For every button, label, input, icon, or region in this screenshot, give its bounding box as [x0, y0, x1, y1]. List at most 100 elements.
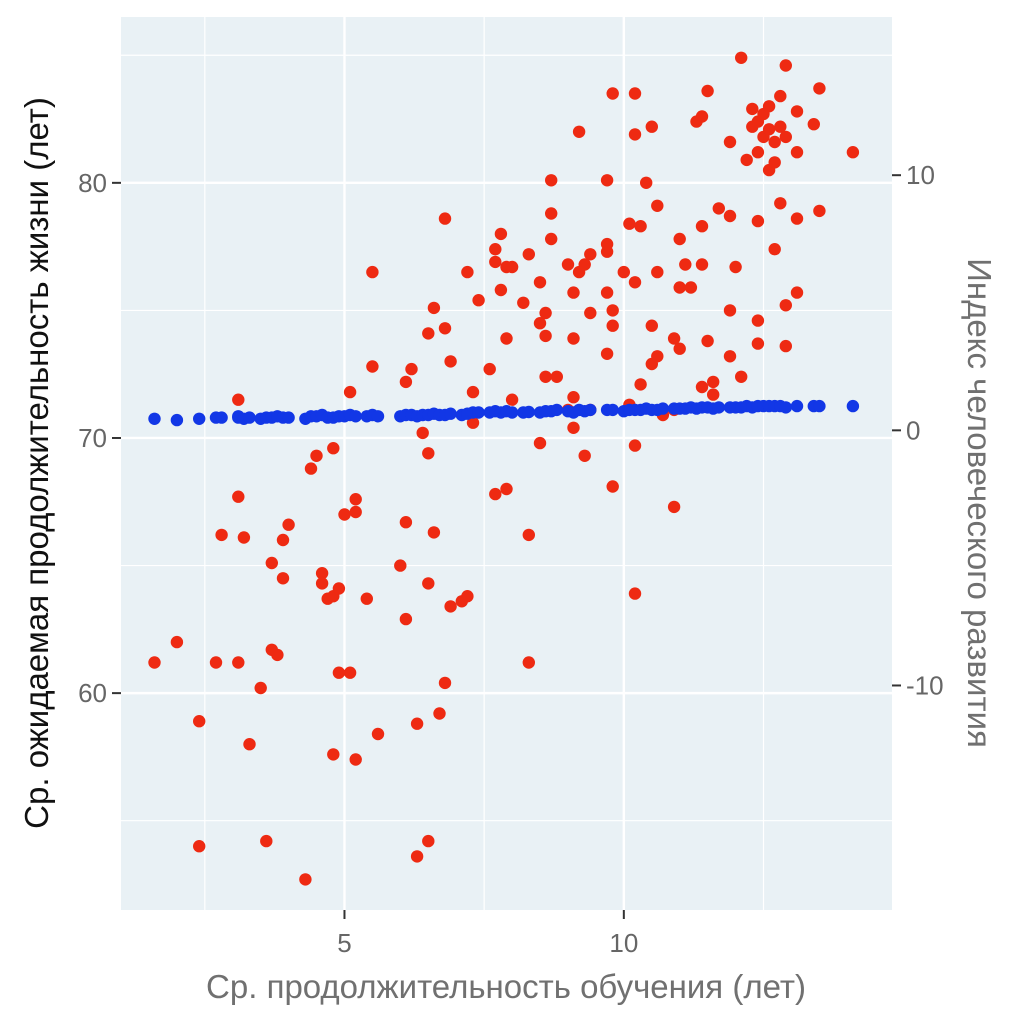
life-expectancy-point [193, 715, 206, 728]
hdi-point [813, 399, 826, 413]
life-expectancy-point [315, 577, 329, 590]
life-expectancy-point [265, 556, 278, 570]
life-expectancy-point [232, 490, 245, 503]
life-expectancy-point [282, 518, 295, 531]
life-expectancy-point [790, 146, 804, 159]
life-expectancy-point [209, 656, 223, 669]
hdi-point [243, 411, 256, 424]
hdi-point [790, 399, 804, 413]
life-expectancy-point [315, 567, 329, 580]
life-expectancy-point [729, 260, 742, 274]
life-expectancy-point [260, 834, 273, 848]
life-expectancy-point [215, 528, 228, 542]
hdi-point [349, 410, 362, 423]
life-expectancy-point [494, 283, 508, 297]
life-expectancy-point [567, 332, 580, 345]
life-expectancy-point [533, 276, 547, 289]
life-expectancy-point [494, 227, 508, 241]
life-expectancy-point [349, 753, 362, 766]
y-tick-label: 70 [78, 423, 107, 453]
life-expectancy-point [628, 128, 642, 141]
life-expectancy-point [628, 587, 642, 600]
life-expectancy-point [567, 391, 580, 404]
hdi-points [148, 399, 860, 427]
life-expectancy-point [310, 449, 323, 462]
life-expectancy-point [427, 301, 441, 315]
life-expectancy-point [695, 380, 709, 394]
life-expectancy-point [701, 334, 714, 348]
life-expectancy-point [779, 59, 792, 72]
life-expectancy-point [751, 214, 765, 228]
life-expectancy-point [438, 676, 452, 690]
life-expectancy-point [645, 319, 658, 332]
life-expectancy-point [399, 375, 413, 389]
life-expectancy-point [522, 248, 535, 261]
hdi-point [846, 399, 860, 413]
life-expectancy-point [628, 276, 642, 289]
life-expectancy-point [444, 600, 457, 613]
life-expectancy-point [779, 130, 792, 144]
life-expectancy-point [461, 265, 474, 279]
life-expectancy-point [701, 84, 714, 98]
life-expectancy-point [366, 360, 379, 373]
life-expectancy-point [422, 834, 435, 848]
life-expectancy-point [679, 258, 692, 271]
life-expectancy-point [707, 388, 720, 401]
life-expectancy-point [338, 508, 351, 521]
life-expectancy-point [651, 199, 664, 212]
life-expectancy-point [193, 840, 206, 853]
life-expectancy-point [572, 125, 586, 138]
life-expectancy-point [299, 873, 312, 886]
life-expectancy-point [533, 317, 547, 330]
life-expectancy-point [567, 286, 580, 299]
life-expectancy-point [695, 110, 709, 123]
life-expectancy-point [539, 370, 552, 383]
life-expectancy-point [422, 327, 435, 340]
life-expectancy-point [651, 350, 664, 363]
life-expectancy-point [416, 426, 429, 440]
x-tick-label: 10 [609, 928, 638, 958]
life-expectancy-point [628, 439, 642, 452]
life-expectancy-point [349, 505, 362, 519]
hdi-point [550, 403, 563, 417]
x-tick-label: 5 [337, 928, 351, 958]
life-expectancy-point [545, 207, 558, 220]
life-expectancy-point [723, 304, 737, 317]
life-expectancy-point [545, 174, 558, 187]
hdi-point [522, 405, 535, 419]
hdi-point [444, 407, 457, 420]
life-expectancy-point [422, 447, 435, 460]
life-expectancy-point [600, 174, 614, 187]
hdi-point [656, 402, 670, 415]
life-expectancy-point [232, 656, 245, 669]
life-expectancy-point [539, 306, 552, 320]
life-expectancy-point [673, 232, 686, 246]
hdi-point [606, 403, 619, 417]
life-expectancy-point [779, 299, 792, 312]
life-expectancy-point [768, 135, 781, 149]
life-expectancy-point [667, 500, 681, 514]
life-expectancy-point [550, 370, 563, 383]
hdi-point [371, 410, 385, 423]
life-expectancy-point [578, 258, 591, 271]
life-expectancy-point [349, 493, 362, 506]
life-expectancy-point [751, 314, 765, 327]
life-expectancy-point [623, 217, 636, 230]
life-expectancy-point [790, 105, 804, 118]
life-expectancy-point [522, 656, 535, 669]
right-axis-ticks: -10 0 10 [892, 160, 944, 700]
life-expectancy-point [762, 123, 776, 136]
y2-tick-label: 10 [906, 160, 935, 190]
y-tick-label: 80 [78, 168, 107, 198]
life-expectancy-point [723, 350, 737, 363]
life-expectancy-point [768, 156, 781, 169]
life-expectancy-point [343, 666, 357, 679]
life-expectancy-point [561, 258, 575, 271]
life-expectancy-point [276, 572, 290, 585]
life-expectancy-point [545, 232, 558, 246]
left-y-axis-title: Ср. ожидаемая продолжительность жизни (л… [18, 97, 55, 829]
life-expectancy-point [628, 87, 642, 100]
life-expectancy-point [366, 265, 379, 279]
life-expectancy-point [712, 202, 725, 215]
